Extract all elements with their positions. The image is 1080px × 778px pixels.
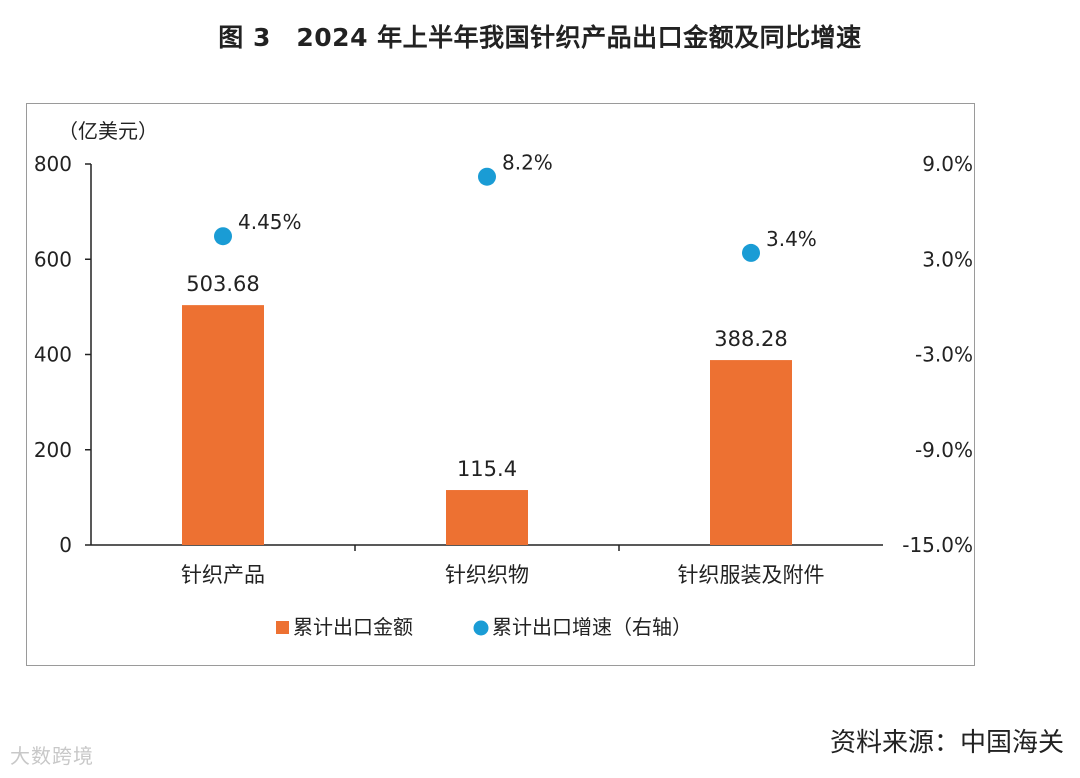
y2-tick-label: -9.0% [915, 438, 973, 462]
bar [446, 490, 528, 545]
x-category-label: 针织织物 [445, 563, 529, 587]
bar-value-label: 388.28 [714, 327, 787, 351]
y-unit-label: （亿美元） [58, 119, 158, 143]
legend-dot-label: 累计出口增速（右轴） [492, 615, 692, 639]
y2-tick-label: 3.0% [922, 247, 973, 271]
chart-frame [26, 103, 975, 666]
y-tick-label: 800 [34, 152, 72, 176]
bar-value-label: 115.4 [457, 457, 517, 481]
y2-tick-label: 9.0% [922, 152, 973, 176]
growth-value-label: 3.4% [766, 227, 817, 251]
bar [710, 360, 792, 545]
growth-point [478, 167, 496, 186]
legend-bar-label: 累计出口金额 [293, 615, 413, 639]
x-category-label: 针织产品 [181, 563, 265, 587]
y-tick-label: 0 [59, 533, 72, 557]
y2-tick-label: -15.0% [902, 533, 973, 557]
bar-value-label: 503.68 [186, 272, 259, 296]
growth-value-label: 4.45% [238, 210, 302, 234]
chart-title: 图 3 2024 年上半年我国针织产品出口金额及同比增速 [218, 23, 862, 52]
growth-point [742, 243, 760, 262]
growth-value-label: 8.2% [502, 151, 553, 175]
legend-bar-swatch [276, 621, 289, 634]
growth-point [214, 227, 232, 246]
y-tick-label: 400 [34, 343, 72, 367]
y-tick-label: 600 [34, 247, 72, 271]
bar [182, 305, 264, 545]
source-note: 资料来源：中国海关 [829, 728, 1064, 758]
watermark-logo: 大数跨境 [10, 744, 94, 768]
x-category-label: 针织服装及附件 [678, 563, 825, 587]
y-tick-label: 200 [34, 438, 72, 462]
y2-tick-label: -3.0% [915, 343, 973, 367]
legend-dot-swatch [473, 620, 489, 636]
